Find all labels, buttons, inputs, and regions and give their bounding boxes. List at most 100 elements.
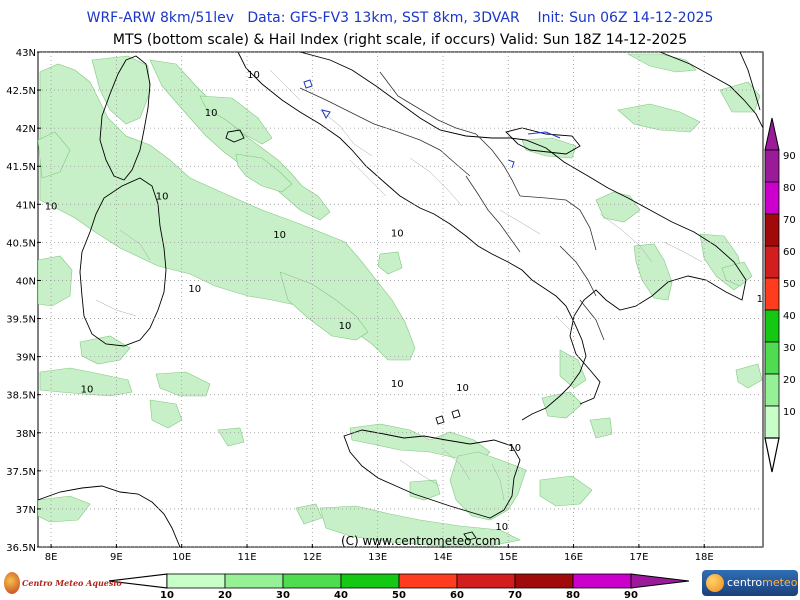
lat-tick-label: 39.5N	[6, 315, 36, 326]
contour-label: 10	[508, 443, 521, 454]
border-basilicata	[559, 245, 597, 297]
copyright-text: (C) www.centrometeo.com	[341, 534, 501, 548]
mts-area-se-sea	[539, 475, 593, 507]
mts-area-albania-coast	[719, 81, 761, 113]
mts-area-sardinia-south	[79, 335, 131, 365]
contour-label: 10	[339, 321, 352, 332]
border-molise	[475, 133, 521, 197]
lat-tick-label: 41N	[16, 200, 36, 211]
right-legend-label: 70	[783, 215, 796, 226]
header-line-1: WRF-ARW 8km/51lev Data: GFS-FV3 13km, SS…	[86, 10, 714, 26]
right-legend-label: 90	[783, 151, 796, 162]
coast-balkans	[659, 52, 763, 129]
centro-meteo-aquesio-logo: Centro Meteo Aquesio	[2, 570, 122, 598]
right-legend-swatch	[764, 245, 780, 279]
right-legend-swatch	[764, 149, 780, 183]
bottom-legend-swatch	[340, 573, 400, 589]
lat-tick-label: 39N	[16, 353, 36, 364]
coast-tunisia	[38, 485, 181, 547]
contour-label: 10	[273, 230, 286, 241]
bottom-legend-label: 60	[450, 590, 464, 600]
right-legend-swatch	[764, 341, 780, 375]
lat-lon-grid	[38, 52, 763, 547]
contour-label: 10	[495, 522, 508, 533]
bottom-legend-swatch	[514, 573, 574, 589]
logo-emblem-icon	[4, 572, 20, 594]
border-marche	[379, 71, 399, 97]
mts-area-sicily	[449, 451, 527, 521]
lon-tick-label: 11E	[237, 552, 256, 563]
mts-area-south-west	[38, 495, 91, 523]
lon-tick-label: 10E	[172, 552, 191, 563]
lat-tick-label: 41.5N	[6, 162, 36, 173]
border-campania	[465, 175, 521, 253]
logo-right-text: centrometeo	[727, 576, 797, 589]
lat-tick-label: 36.5N	[6, 543, 36, 554]
lon-tick-label: 13E	[368, 552, 387, 563]
mts-legend: 10 20 30 40 50 60 70 80 90	[108, 573, 690, 600]
globe-icon	[706, 574, 724, 592]
mts-area-tyrrhenian-north	[39, 63, 416, 361]
lat-tick-label: 43N	[16, 48, 36, 59]
coast-tyrrhenian	[237, 52, 587, 421]
mts-area-sardinia-west	[38, 255, 73, 307]
right-legend-swatch	[764, 373, 780, 407]
bottom-legend-label: 70	[508, 590, 522, 600]
header-line-2: MTS (bottom scale) & Hail Index (right s…	[112, 32, 688, 48]
longitude-ticks: 8E 9E 10E 11E 12E 13E 14E 15E 16E 17E 18E	[45, 544, 714, 563]
coast-albania	[739, 52, 761, 111]
coast-malta	[463, 531, 477, 541]
contour-labels: 10 10 10 10 10 10 10 10 10 10 10 10 10 10	[45, 70, 770, 533]
coast-corsica	[99, 55, 151, 181]
contour-label: 10	[391, 379, 404, 390]
contour-label: 10	[156, 192, 169, 203]
logo-right-text-a: centro	[727, 576, 763, 589]
map-frame	[37, 51, 764, 548]
lat-tick-label: 40.5N	[6, 238, 36, 249]
mts-area-sw-small	[149, 399, 183, 429]
lat-tick-label: 37.5N	[6, 467, 36, 478]
coast-aeolian-1	[435, 415, 445, 425]
bottom-legend-label: 50	[392, 590, 406, 600]
lat-tick-label: 38N	[16, 429, 36, 440]
bottom-legend-label: 40	[334, 590, 348, 600]
coast-elba	[225, 129, 245, 143]
mts-area-s-sardinia-sea	[217, 427, 245, 447]
mts-contour-areas	[38, 53, 763, 547]
right-legend-label: 80	[783, 183, 796, 194]
centrometeo-logo: centrometeo	[702, 570, 798, 596]
border-calabria	[579, 299, 605, 341]
lon-tick-label: 16E	[564, 552, 583, 563]
lon-tick-label: 9E	[110, 552, 123, 563]
lon-tick-label: 18E	[695, 552, 714, 563]
lat-tick-label: 42N	[16, 124, 36, 135]
bottom-legend-label: 80	[566, 590, 580, 600]
mts-area-south-tyrrhenian	[279, 271, 369, 341]
contour-label: 10	[757, 294, 770, 305]
lat-tick-label: 42.5N	[6, 86, 36, 97]
provincial-borders	[95, 69, 703, 501]
bottom-legend-label: 20	[218, 590, 232, 600]
right-legend-label: 40	[783, 311, 796, 322]
mts-area-ionian-east	[735, 363, 763, 389]
bottom-legend-swatch	[572, 573, 632, 589]
coast-aeolian-2	[451, 409, 461, 419]
right-legend-swatch	[764, 405, 780, 439]
right-legend-bottom-arrow	[764, 437, 780, 473]
contour-label: 10	[456, 383, 469, 394]
mts-area-adriatic-north	[617, 103, 701, 133]
lon-tick-label: 17E	[629, 552, 648, 563]
contour-label: 10	[247, 70, 260, 81]
lat-tick-label: 38.5N	[6, 391, 36, 402]
contour-label: 10	[188, 284, 201, 295]
coast-sicily	[343, 429, 521, 519]
bottom-legend-label: 90	[624, 590, 638, 600]
mts-area-channel	[199, 95, 273, 145]
right-legend-swatch	[764, 213, 780, 247]
bottom-legend-swatch	[282, 573, 342, 589]
border-abruzzo	[397, 95, 477, 135]
mts-area-lazio-coast	[377, 251, 403, 275]
hail-index-markers	[303, 79, 561, 169]
mts-area-ligurian	[91, 55, 151, 125]
right-legend-label: 50	[783, 279, 796, 290]
